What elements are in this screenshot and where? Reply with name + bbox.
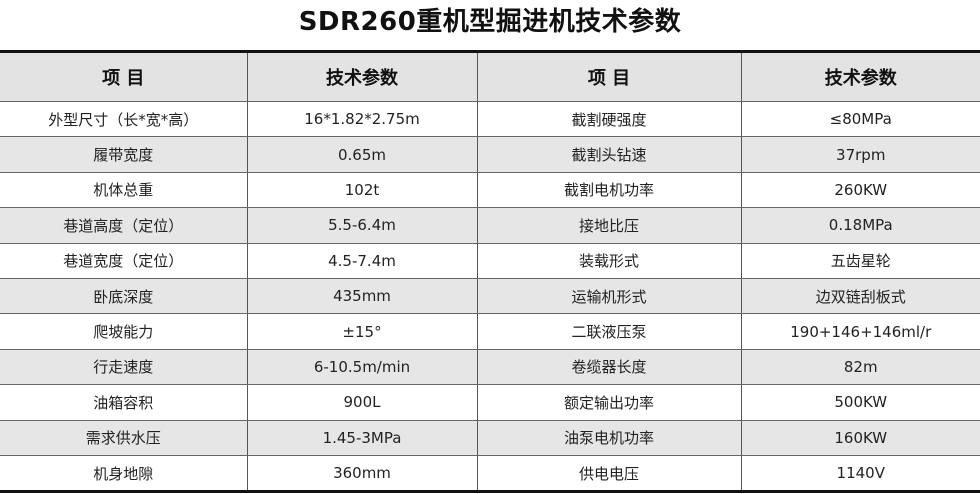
item-cell: 机身地隙	[0, 455, 248, 493]
item-cell: 油泵电机功率	[476, 420, 742, 456]
table-row: 行走速度 6-10.5m/min 卷缆器长度 82m	[0, 349, 980, 386]
item-cell: 巷道高度（定位）	[0, 207, 248, 244]
table-row: 机体总重 102t 截割电机功率 260KW	[0, 172, 980, 209]
item-cell: 接地比压	[476, 207, 742, 244]
table-header-row: 项 目 技术参数 项 目 技术参数	[0, 51, 980, 102]
table-row: 需求供水压 1.45-3MPa 油泵电机功率 160KW	[0, 420, 980, 456]
spec-value-cell: 360mm	[246, 455, 478, 493]
item-cell: 二联液压泵	[476, 313, 742, 350]
spec-value-cell: 边双链刮板式	[740, 278, 980, 315]
table-row: 卧底深度 435mm 运输机形式 边双链刮板式	[0, 278, 980, 315]
header-item: 项 目	[476, 51, 742, 102]
spec-table: 项 目 技术参数 项 目 技术参数 外型尺寸（长*宽*高） 16*1.82*2.7…	[0, 50, 980, 494]
item-cell: 外型尺寸（长*宽*高）	[0, 101, 248, 138]
item-cell: 供电电压	[476, 455, 742, 493]
item-cell: 装载形式	[476, 243, 742, 279]
spec-value-cell: 0.65m	[246, 136, 478, 173]
item-cell: 需求供水压	[0, 420, 248, 456]
spec-value-cell: 160KW	[740, 420, 980, 456]
spec-value-cell: 1140V	[740, 455, 980, 493]
item-cell: 额定输出功率	[476, 384, 742, 421]
spec-value-cell: 82m	[740, 349, 980, 386]
table-row: 油箱容积 900L 额定输出功率 500KW	[0, 384, 980, 421]
table-row: 巷道宽度（定位） 4.5-7.4m 装载形式 五齿星轮	[0, 243, 980, 279]
item-cell: 卧底深度	[0, 278, 248, 315]
spec-value-cell: 16*1.82*2.75m	[246, 101, 478, 138]
item-cell: 运输机形式	[476, 278, 742, 315]
spec-value-cell: 五齿星轮	[740, 243, 980, 279]
table-row: 外型尺寸（长*宽*高） 16*1.82*2.75m 截割硬强度 ≤80MPa	[0, 101, 980, 138]
header-spec: 技术参数	[246, 51, 478, 102]
spec-value-cell: 4.5-7.4m	[246, 243, 478, 279]
spec-value-cell: 190+146+146ml/r	[740, 313, 980, 350]
spec-value-cell: 37rpm	[740, 136, 980, 173]
item-cell: 行走速度	[0, 349, 248, 386]
table-row: 巷道高度（定位） 5.5-6.4m 接地比压 0.18MPa	[0, 207, 980, 244]
spec-value-cell: 6-10.5m/min	[246, 349, 478, 386]
header-spec: 技术参数	[740, 51, 980, 102]
page-title: SDR260重机型掘进机技术参数	[298, 7, 682, 37]
item-cell: 截割电机功率	[476, 172, 742, 209]
spec-value-cell: 0.18MPa	[740, 207, 980, 244]
spec-value-cell: 500KW	[740, 384, 980, 421]
spec-value-cell: 102t	[246, 172, 478, 209]
header-item: 项 目	[0, 51, 248, 102]
table-row: 履带宽度 0.65m 截割头钻速 37rpm	[0, 136, 980, 173]
spec-value-cell: 5.5-6.4m	[246, 207, 478, 244]
spec-value-cell: 435mm	[246, 278, 478, 315]
spec-value-cell: 1.45-3MPa	[246, 420, 478, 456]
item-cell: 履带宽度	[0, 136, 248, 173]
table-row: 爬坡能力 ±15° 二联液压泵 190+146+146ml/r	[0, 313, 980, 350]
item-cell: 巷道宽度（定位）	[0, 243, 248, 279]
item-cell: 截割硬强度	[476, 101, 742, 138]
item-cell: 卷缆器长度	[476, 349, 742, 386]
item-cell: 油箱容积	[0, 384, 248, 421]
spec-value-cell: 260KW	[740, 172, 980, 209]
spec-value-cell: 900L	[246, 384, 478, 421]
table-row: 机身地隙 360mm 供电电压 1140V	[0, 455, 980, 493]
spec-value-cell: ≤80MPa	[740, 101, 980, 138]
item-cell: 截割头钻速	[476, 136, 742, 173]
item-cell: 机体总重	[0, 172, 248, 209]
item-cell: 爬坡能力	[0, 313, 248, 350]
spec-value-cell: ±15°	[246, 313, 478, 350]
